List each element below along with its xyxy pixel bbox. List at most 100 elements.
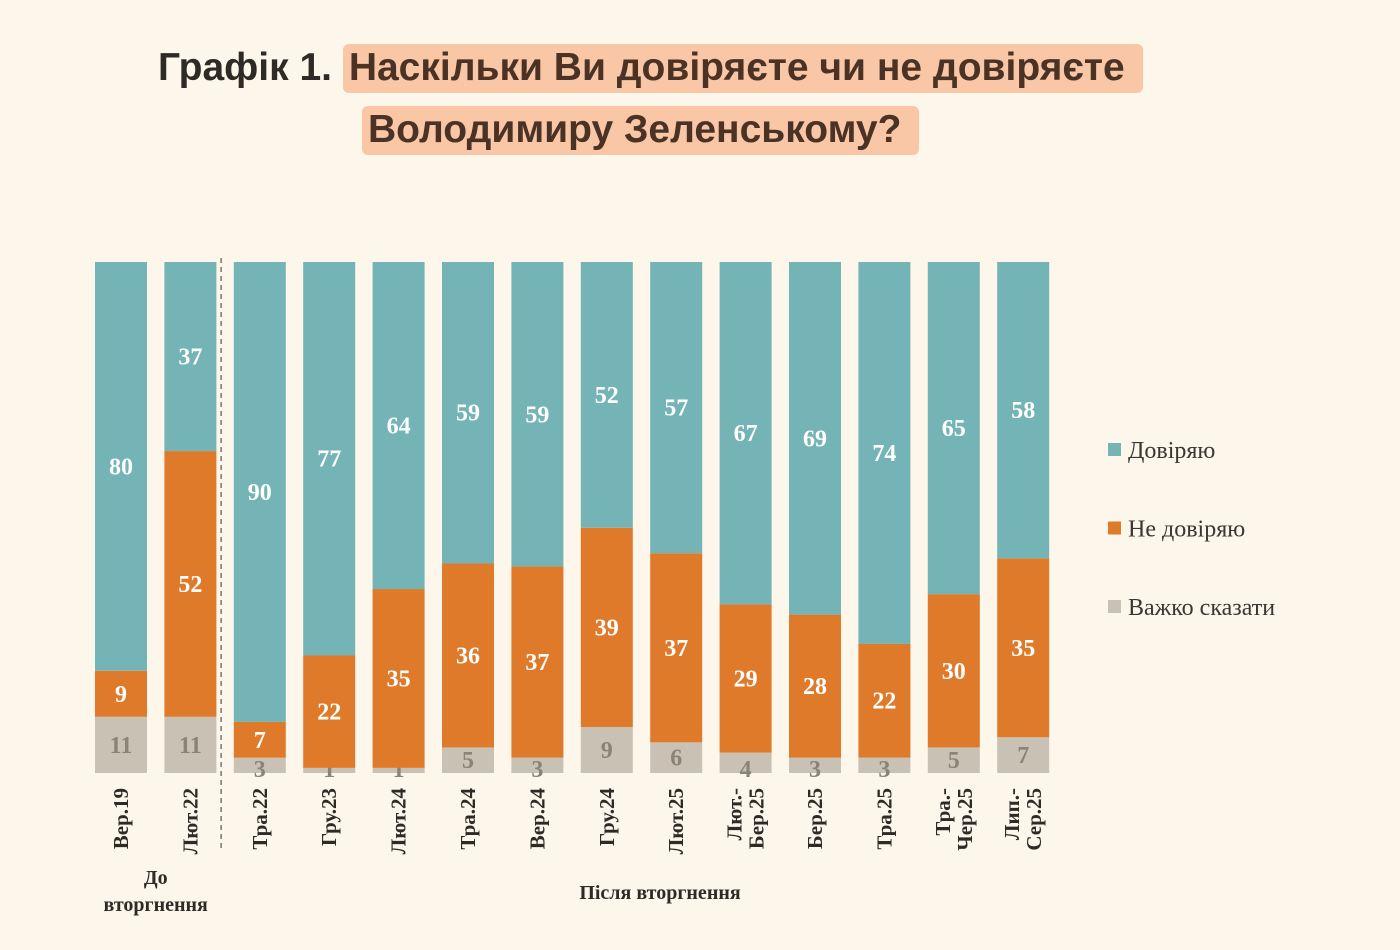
bar-segment-0	[511, 262, 564, 567]
bar-segment-0	[233, 262, 286, 722]
bar-segment-0	[95, 262, 147, 671]
x-tick-label: Бер.25	[803, 788, 827, 849]
bar-segment-2	[233, 757, 286, 773]
data-label: 37	[178, 345, 202, 371]
data-label: 77	[317, 447, 341, 473]
data-label: 52	[178, 572, 202, 598]
x-tick-label: Тра.24	[456, 788, 480, 850]
bar-segment-0	[650, 262, 703, 554]
x-tick-label: Тра.22	[248, 788, 272, 850]
title-prefix: Графік 1.	[158, 46, 332, 89]
data-label: 3	[531, 757, 543, 783]
bar-segment-1	[164, 451, 217, 717]
bar-segment-0	[927, 262, 980, 595]
title-line-2: Володимиру Зеленському?	[362, 106, 920, 155]
title-highlight-2: Володимиру Зеленському?	[362, 106, 920, 155]
x-tick-label: Лют.25	[664, 788, 688, 854]
data-label: 29	[734, 666, 758, 692]
bar-segment-2	[650, 742, 703, 773]
x-tick-label: Гру.24	[595, 788, 619, 847]
bar-segment-1	[789, 614, 841, 758]
data-label: 36	[456, 643, 480, 669]
legend-label: Не довіряю	[1128, 517, 1245, 543]
data-label: 3	[254, 757, 266, 783]
x-tick-label: Лют.-	[723, 788, 747, 840]
data-label: 39	[595, 615, 619, 641]
x-tick-label: Вер.24	[525, 788, 549, 850]
bar-segment-1	[997, 558, 1050, 738]
bar-segment-1	[95, 670, 147, 717]
data-label: 52	[595, 383, 619, 409]
data-label: 3	[878, 757, 890, 783]
data-label: 69	[803, 426, 827, 452]
group-label-before: До	[144, 867, 168, 889]
bar-segment-1	[233, 721, 286, 758]
data-label: 7	[254, 728, 266, 754]
legend-label: Важко сказати	[1128, 595, 1275, 621]
data-label: 59	[525, 402, 549, 428]
data-label: 9	[115, 682, 127, 708]
data-label: 30	[942, 659, 966, 685]
data-label: 74	[872, 441, 896, 467]
data-label: 11	[179, 733, 202, 759]
data-label: 57	[664, 396, 688, 422]
bar-segment-2	[511, 757, 564, 773]
x-tick-label: Тра.-	[931, 788, 955, 836]
data-label: 64	[387, 414, 411, 440]
data-label: 58	[1011, 398, 1035, 424]
bar-segment-2	[789, 757, 841, 773]
legend-swatch	[1108, 600, 1121, 613]
bar-segment-2	[372, 767, 425, 773]
bar-segment-2	[303, 767, 356, 773]
bar-segment-0	[372, 262, 425, 590]
bar-segment-1	[580, 527, 633, 728]
data-label: 22	[317, 700, 341, 726]
data-label: 3	[809, 757, 821, 783]
data-label: 67	[734, 421, 758, 447]
bar-segment-2	[858, 757, 911, 773]
data-label: 59	[456, 401, 480, 427]
legend-label: Довіряю	[1128, 438, 1215, 464]
bar-segment-0	[580, 262, 633, 528]
x-tick-label: Тра.25	[872, 788, 896, 850]
x-tick-label: Лип.-	[1000, 788, 1024, 840]
group-label-before: вторгнення	[104, 894, 209, 916]
bar-segment-2	[164, 716, 217, 773]
bar-segment-0	[858, 262, 911, 644]
data-label: 9	[601, 738, 613, 764]
bar-segment-1	[511, 566, 564, 758]
x-tick-label: Вер.19	[109, 788, 133, 849]
bar-segment-0	[789, 262, 841, 615]
x-tick-label: Бер.25	[745, 788, 769, 849]
x-tick-label: Гру.23	[317, 788, 341, 846]
bar-segment-2	[95, 716, 147, 773]
bar-segment-1	[442, 563, 494, 748]
title-highlight-1: Наскільки Ви довіряєте чи не довіряєте	[342, 44, 1143, 93]
bar-segment-2	[580, 727, 633, 773]
bar-segment-1	[858, 643, 911, 758]
data-label: 37	[664, 636, 688, 662]
bar-segment-1	[303, 655, 356, 768]
bar-segment-1	[927, 594, 980, 748]
bar-segment-2	[719, 752, 772, 773]
x-tick-label: Чер.25	[953, 788, 977, 851]
data-label: 6	[670, 746, 682, 772]
data-label: 35	[387, 666, 411, 692]
bar-segment-2	[927, 747, 980, 773]
data-label: 4	[740, 757, 752, 783]
bar-segment-2	[997, 737, 1050, 773]
data-label: 7	[1017, 743, 1029, 769]
data-label: 11	[110, 733, 133, 759]
bar-segment-1	[372, 589, 425, 768]
bar-segment-0	[303, 262, 356, 656]
group-label-after: Після вторгнення	[579, 882, 741, 904]
title-line-1: Графік 1. Наскільки Ви довіряєте чи не д…	[158, 44, 1143, 93]
bar-segment-0	[164, 262, 217, 452]
bar-segment-1	[719, 604, 772, 753]
bar-segment-0	[442, 262, 494, 564]
data-label: 5	[462, 748, 474, 774]
data-label: 35	[1011, 636, 1035, 662]
data-label: 28	[803, 674, 827, 700]
data-label: 22	[872, 689, 896, 715]
x-tick-label: Лют.24	[387, 788, 411, 855]
